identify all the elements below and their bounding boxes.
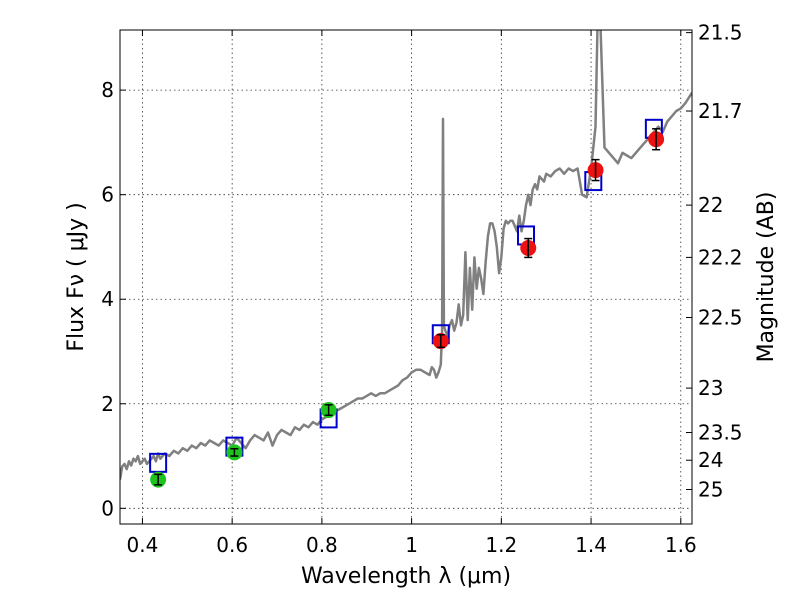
magnitude-tick-label: 22.2 — [698, 245, 743, 269]
y-tick-label: 6 — [101, 183, 114, 207]
magnitude-tick-label: 21.5 — [698, 21, 743, 45]
marker-layer — [149, 118, 665, 488]
grid-layer — [120, 30, 692, 524]
x-tick-label: 0.4 — [127, 533, 159, 557]
magnitude-tick-label: 23 — [698, 376, 723, 400]
plot-frame — [119, 29, 693, 525]
y-axis-label: Flux Fν ( μJy ) — [64, 202, 89, 351]
y-tick-label: 8 — [101, 78, 114, 102]
tick-layer: 0.4 0.6 0.8 1 1.2 1.4 1.60246821.521.72222.222… — [101, 21, 742, 557]
magnitude-tick-label: 24 — [698, 448, 723, 472]
x-tick-label: 0.6 — [216, 533, 248, 557]
magnitude-tick-label: 22.5 — [698, 306, 743, 330]
y-tick-label: 4 — [101, 287, 114, 311]
x-tick-label: 0.8 — [306, 533, 338, 557]
y-tick-label: 2 — [101, 392, 114, 416]
spectrum-layer — [120, 30, 692, 480]
x-tick-label: 1.6 — [665, 533, 697, 557]
spectrum-line — [120, 30, 692, 480]
x-tick-label: 1.4 — [575, 533, 607, 557]
x-tick-label: 1 — [405, 533, 418, 557]
magnitude-tick-label: 21.7 — [698, 99, 743, 123]
right-axis-label: Magnitude (AB) — [754, 192, 779, 363]
x-axis-label: Wavelength λ (μm) — [301, 564, 511, 589]
magnitude-tick-label: 22 — [698, 193, 723, 217]
y-tick-label: 0 — [101, 496, 114, 520]
magnitude-tick-label: 23.5 — [698, 421, 743, 445]
x-tick-label: 1.2 — [485, 533, 517, 557]
magnitude-tick-label: 25 — [698, 477, 723, 501]
